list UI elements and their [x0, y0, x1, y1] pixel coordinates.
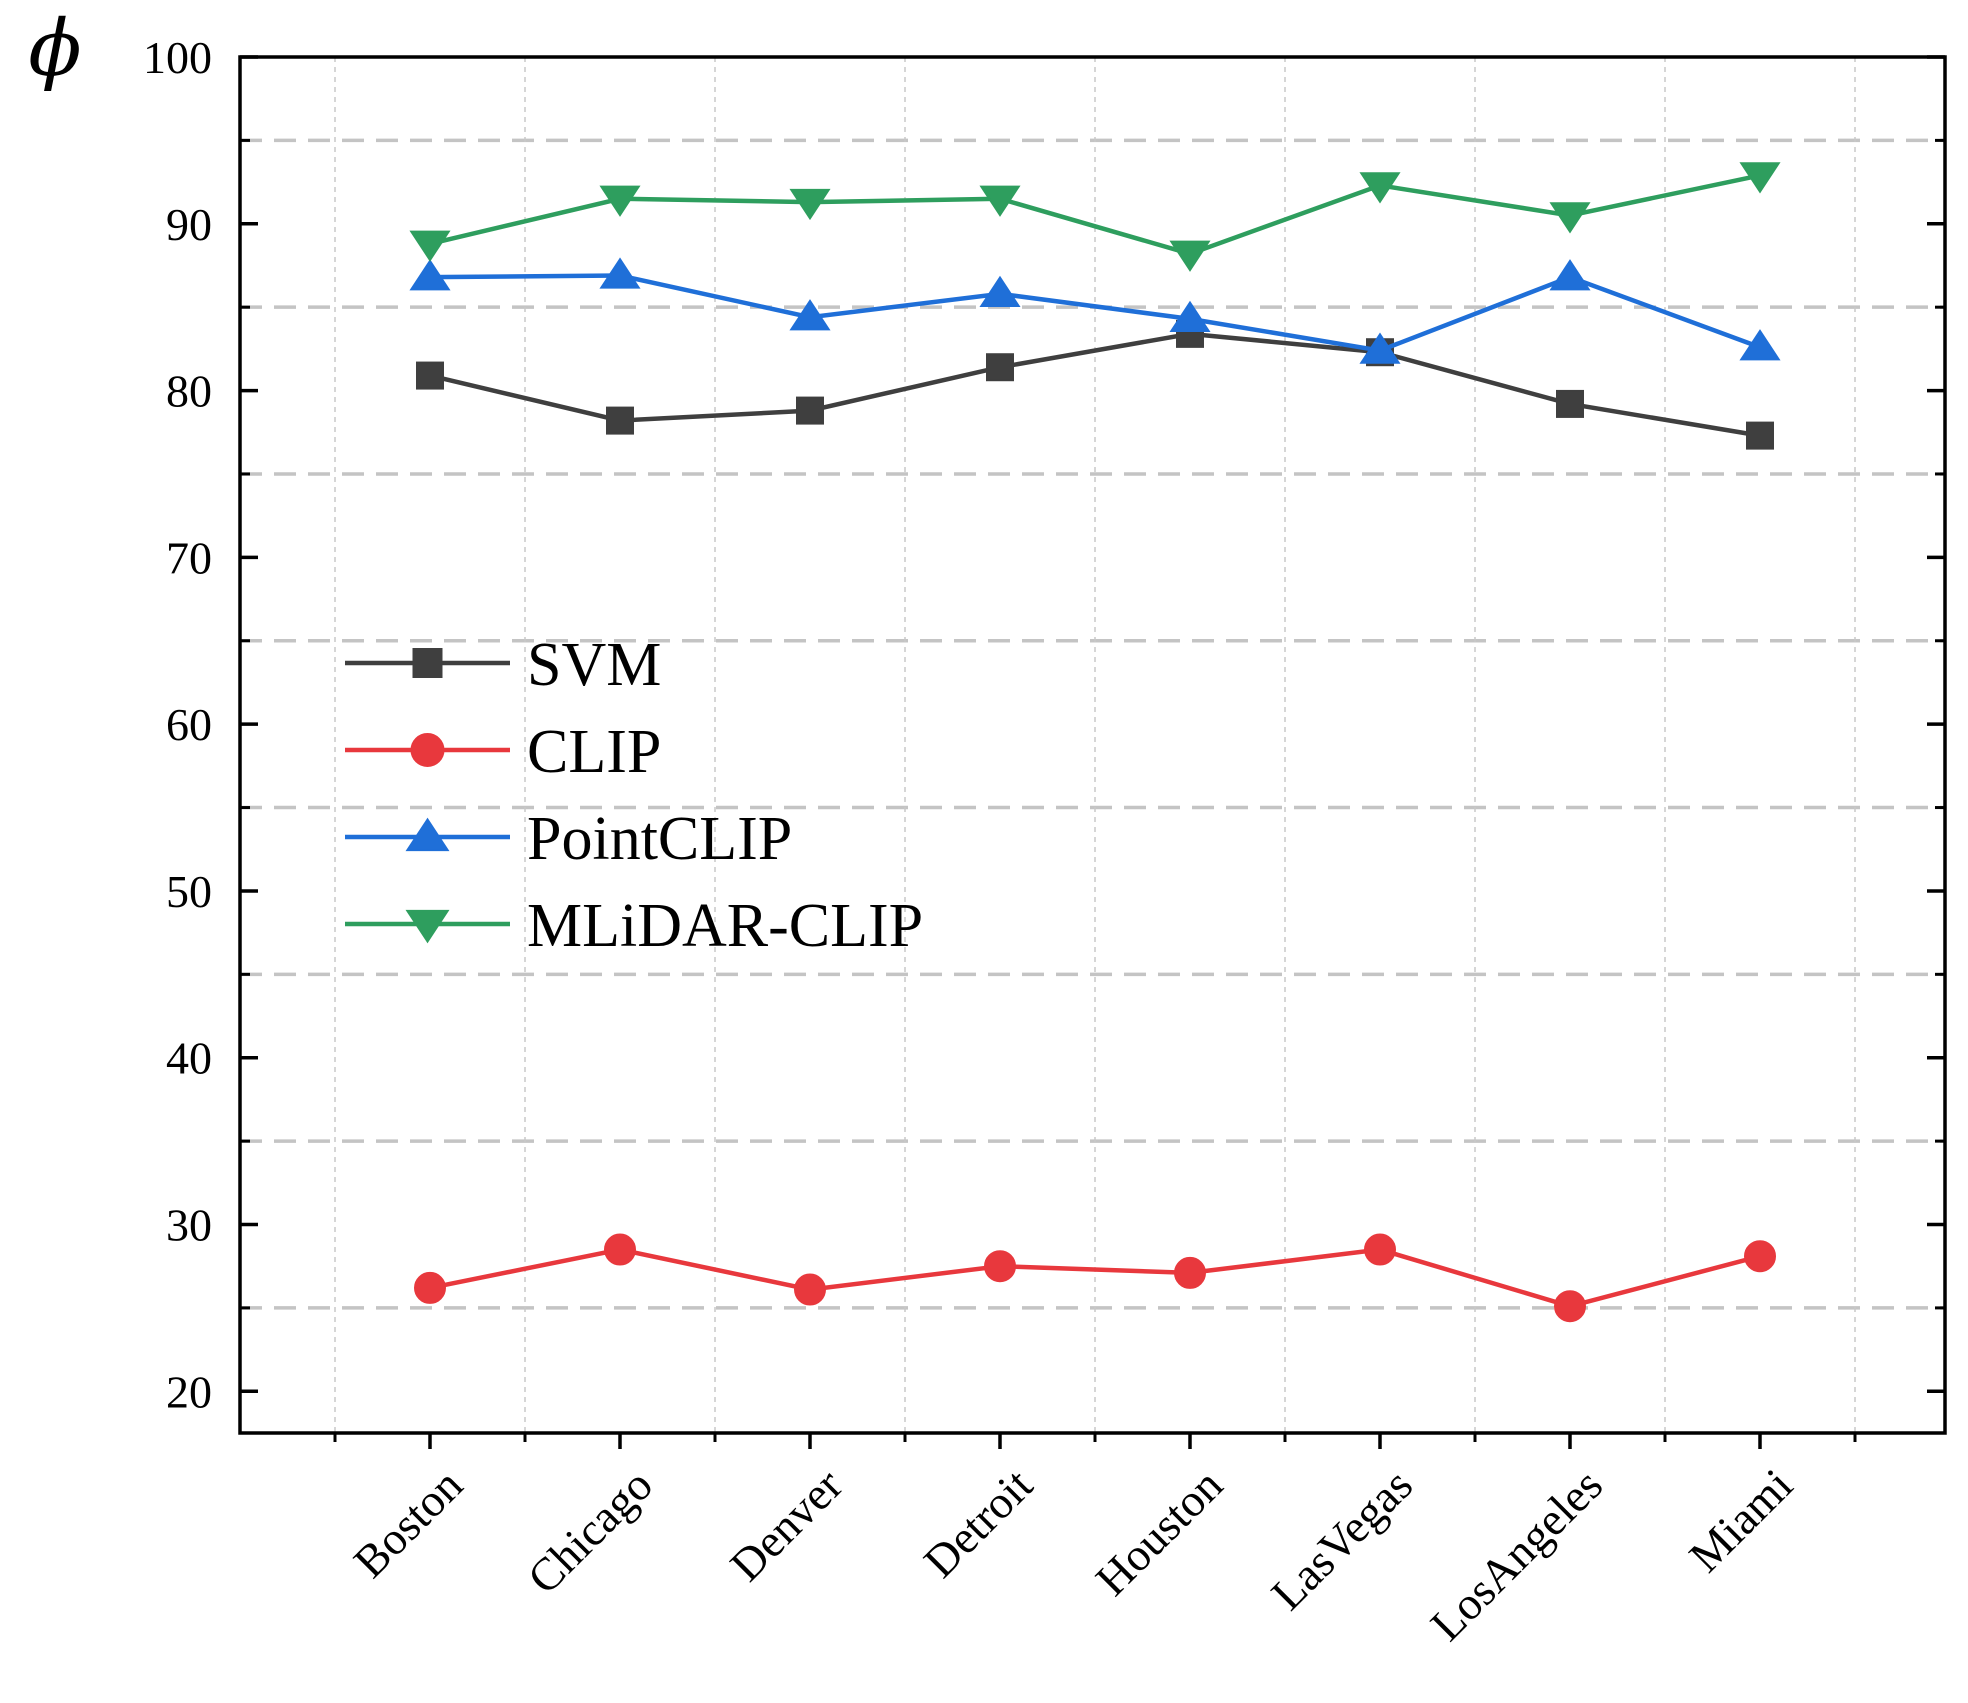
legend-item-mlidar-clip: MLiDAR-CLIP [345, 892, 923, 960]
series-group [409, 162, 1781, 1323]
data-point [979, 275, 1021, 308]
x-tick-label: Boston [344, 1459, 472, 1587]
y-axis-label: ϕ [28, 4, 81, 94]
data-point [1359, 172, 1401, 204]
data-point [979, 185, 1021, 217]
legend-label: PointCLIP [527, 805, 792, 873]
data-point [1554, 1290, 1586, 1323]
y-tick-label: 90 [166, 199, 212, 250]
series-mlidar-clip [409, 162, 1781, 272]
legend-label: SVM [527, 631, 661, 699]
data-point [1549, 202, 1591, 234]
data-point [984, 1250, 1016, 1283]
data-point [599, 257, 641, 289]
legend-label: MLiDAR-CLIP [527, 892, 923, 960]
legend-marker [410, 733, 445, 767]
y-tick-label: 60 [166, 699, 212, 750]
series-line [429, 1247, 1761, 1309]
x-tick-label: LasVegas [1261, 1459, 1422, 1620]
legend-marker [405, 909, 450, 944]
x-tick-label: Detroit [914, 1459, 1042, 1587]
data-point [794, 1273, 826, 1306]
data-point [416, 361, 444, 390]
data-point [1739, 162, 1781, 194]
y-tick-label: 40 [166, 1033, 212, 1084]
x-tick-label: LosAngeles [1421, 1459, 1612, 1650]
grid [240, 57, 1945, 1433]
x-tick-label: Chicago [518, 1459, 662, 1603]
series-line [429, 273, 1761, 353]
data-point [796, 396, 824, 425]
data-point [604, 1233, 636, 1266]
data-point [599, 185, 641, 217]
y-tick-label: 50 [166, 866, 212, 917]
series-pointclip [409, 257, 1781, 364]
legend: SVM CLIP PointCLIP MLiDAR-CLIP [345, 631, 923, 960]
data-point [1746, 421, 1774, 450]
y-tick-label: 100 [143, 32, 212, 83]
data-point [1739, 329, 1781, 361]
x-tick-label: Miami [1679, 1459, 1802, 1582]
data-point [414, 1271, 446, 1304]
data-point [1169, 240, 1211, 272]
y-tick-label: 30 [166, 1200, 212, 1251]
series-line [429, 173, 1761, 257]
data-point [1174, 1256, 1206, 1289]
data-point [789, 299, 831, 331]
data-point [789, 188, 831, 221]
plot-frame [238, 55, 1947, 1435]
legend-marker [412, 648, 443, 678]
y-tick-label: 20 [166, 1366, 212, 1417]
data-point [1169, 300, 1211, 333]
x-tick-label: Houston [1086, 1459, 1232, 1605]
data-point [1364, 1233, 1396, 1266]
data-point [409, 259, 451, 291]
data-point [1556, 389, 1584, 418]
legend-item-pointclip: PointCLIP [345, 805, 792, 873]
legend-label: CLIP [527, 718, 661, 786]
data-point [986, 353, 1014, 382]
legend-marker [405, 817, 450, 852]
plot-border [238, 55, 1947, 1435]
legend-item-svm: SVM [345, 631, 661, 699]
data-point [606, 406, 634, 435]
data-point [1549, 259, 1591, 291]
series-line [429, 331, 1761, 438]
legend-item-clip: CLIP [345, 718, 661, 786]
data-point [1359, 332, 1401, 364]
data-point [409, 230, 451, 262]
x-tick-label: Denver [720, 1459, 852, 1591]
y-tick-label: 80 [166, 366, 212, 417]
data-point [1744, 1240, 1776, 1273]
y-tick-label: 70 [166, 532, 212, 583]
series-clip [414, 1233, 1776, 1323]
